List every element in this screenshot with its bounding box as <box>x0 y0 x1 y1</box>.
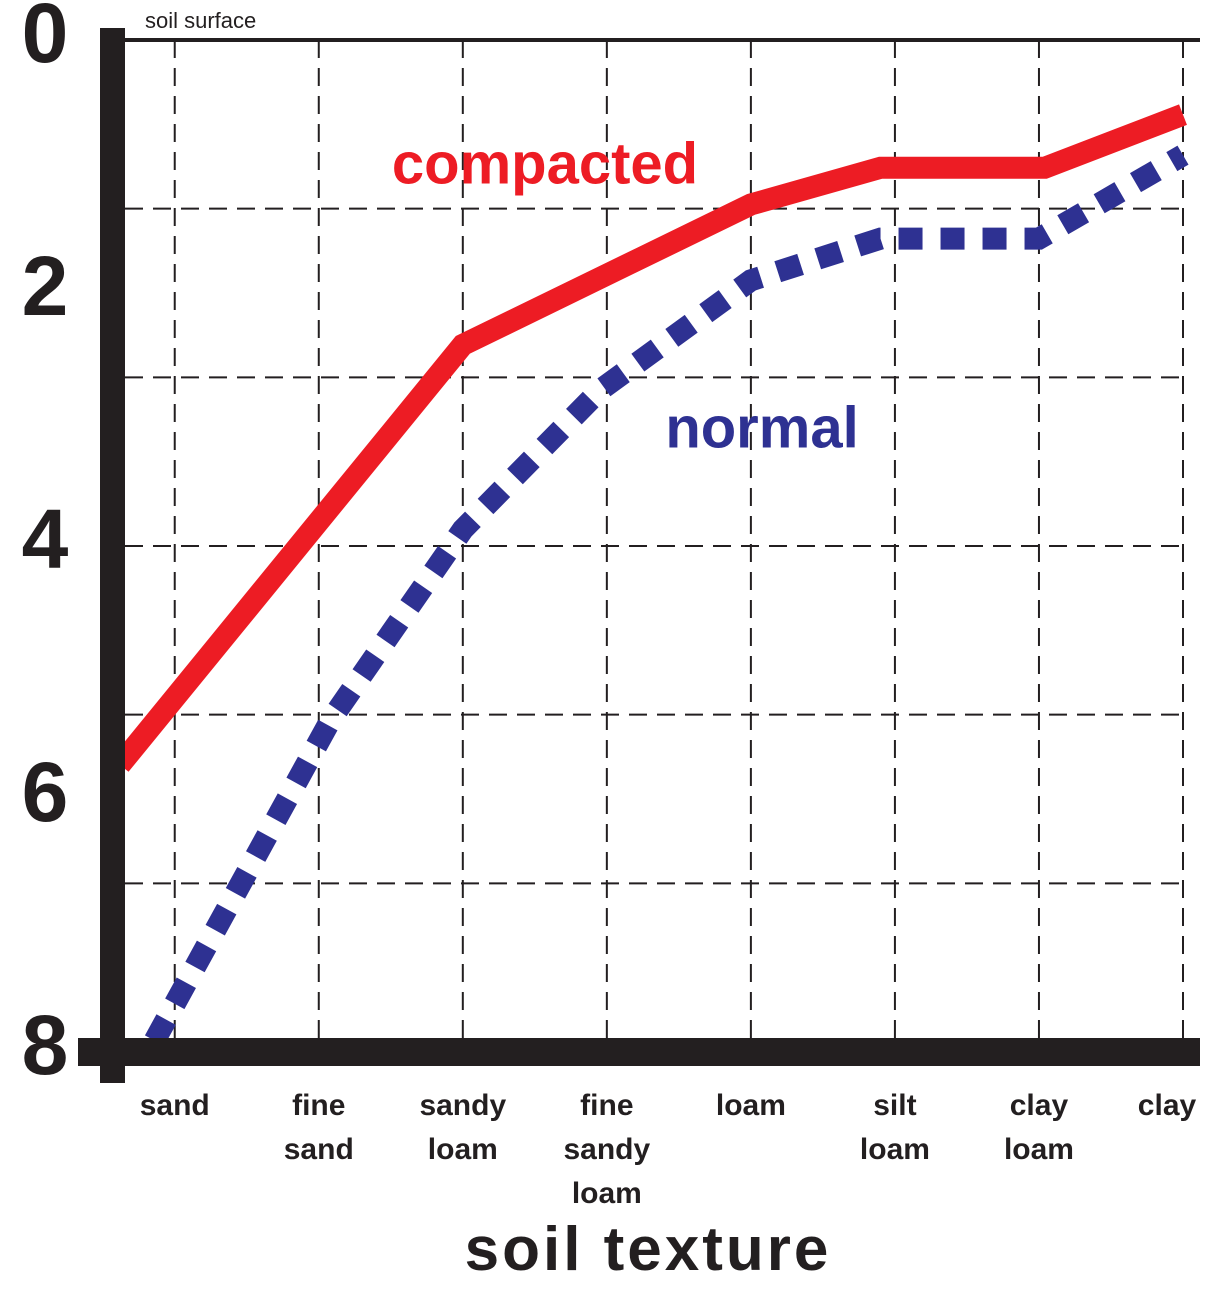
x-axis-title: soil texture <box>465 1215 832 1284</box>
top-label: soil surface <box>145 8 256 33</box>
x-tick-label: fine sand <box>283 1089 354 1166</box>
y-tick-label: 0 <box>22 0 69 80</box>
line-compacted <box>111 104 1187 772</box>
line-normal <box>144 145 1189 1046</box>
x-tick-label: clay loam <box>1003 1089 1074 1166</box>
y-tick-label: 2 <box>22 239 69 333</box>
x-tick-label: loam <box>715 1089 786 1122</box>
y-tick-label: 4 <box>22 492 69 586</box>
series-label: normal <box>665 395 858 460</box>
x-tick-label: fine sandy loam <box>563 1089 651 1210</box>
y-tick-label: 8 <box>22 998 69 1092</box>
y-tick-label: 6 <box>22 745 69 839</box>
series-label: compacted <box>392 131 698 196</box>
x-tick-label: sand <box>139 1089 210 1122</box>
x-tick-label: clay <box>1137 1089 1197 1122</box>
y-axis <box>100 28 125 1083</box>
x-tick-label: silt loam <box>859 1089 930 1166</box>
x-axis <box>78 1038 1200 1066</box>
x-tick-label: sandy loam <box>419 1089 507 1166</box>
